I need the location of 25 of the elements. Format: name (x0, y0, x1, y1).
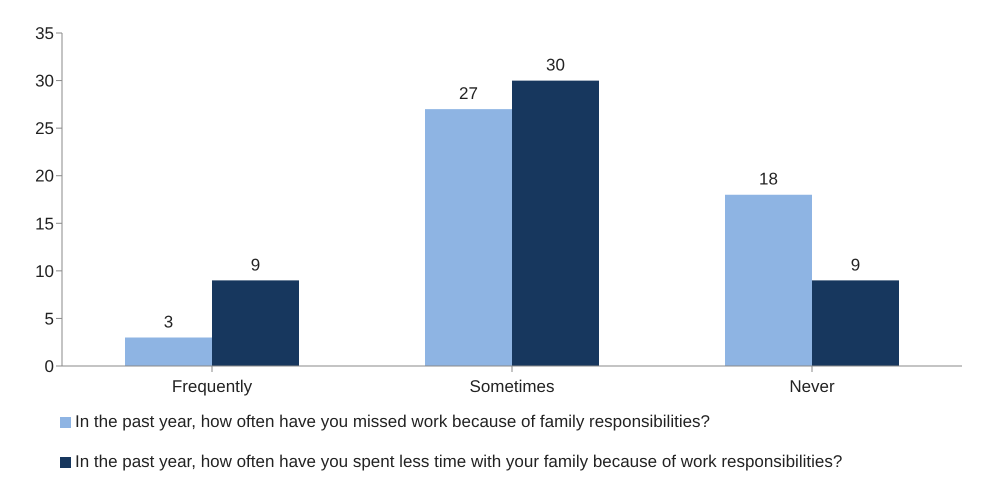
y-tick-label: 10 (35, 262, 54, 281)
y-tick-label: 0 (44, 357, 54, 376)
bar (212, 280, 299, 366)
bar (725, 194, 812, 366)
data-label: 9 (850, 255, 860, 274)
legend-label: In the past year, how often have you spent less time with your family because of work responsibilities? (75, 452, 842, 472)
x-tick-label: Never (789, 377, 836, 396)
x-tick-label: Frequently (172, 377, 253, 396)
y-tick-label: 30 (35, 72, 54, 91)
bar (125, 337, 212, 366)
y-tick-label: 20 (35, 166, 54, 186)
y-tick-label: 35 (35, 24, 54, 44)
legend-label: In the past year, how often have you missed work because of family responsibilities? (75, 412, 710, 432)
data-label: 27 (459, 84, 478, 104)
y-tick-label: 15 (35, 214, 54, 234)
data-label: 18 (759, 170, 778, 189)
bar (812, 280, 899, 366)
data-label: 3 (164, 312, 174, 332)
y-tick-label: 5 (44, 309, 54, 328)
data-label: 9 (250, 255, 260, 274)
data-label: 30 (546, 56, 565, 75)
bar (512, 80, 599, 366)
x-tick-label: Sometimes (469, 377, 555, 396)
y-tick-label: 25 (35, 119, 54, 138)
bar (425, 109, 512, 366)
